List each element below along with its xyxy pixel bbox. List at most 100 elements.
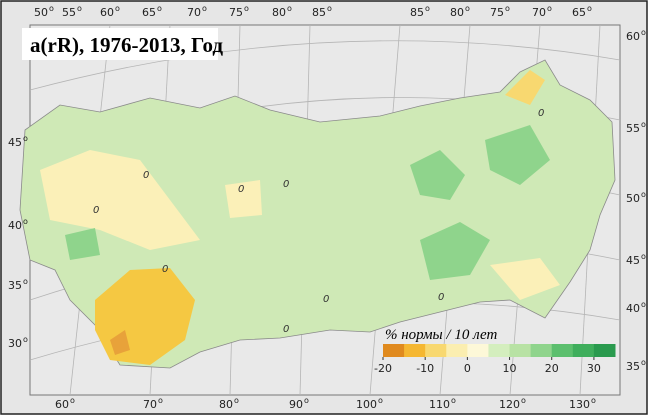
degree-mark: o <box>641 28 646 37</box>
neutral-zone <box>225 180 262 218</box>
coordinate-label: 110 <box>429 398 450 411</box>
coordinate-label: 65 <box>142 6 156 19</box>
legend-tick-label: 30 <box>587 362 601 375</box>
legend-swatch <box>572 344 595 357</box>
coordinate-label: 40 <box>8 219 22 232</box>
coordinate-label: 60 <box>626 30 640 43</box>
degree-mark: o <box>234 396 239 405</box>
coordinate-label: 60 <box>55 398 69 411</box>
neutral-zone <box>40 150 200 250</box>
legend-tick-label: 20 <box>545 362 559 375</box>
degree-mark: o <box>327 4 332 13</box>
positive-trend-zone <box>65 228 100 260</box>
degree-mark: o <box>77 4 82 13</box>
legend-tick-label: 0 <box>464 362 471 375</box>
coordinate-label: 60 <box>100 6 114 19</box>
negative-trend-zone <box>505 70 545 105</box>
legend-tick-label: 10 <box>503 362 517 375</box>
legend-swatch <box>404 344 426 357</box>
negative-trend-zone <box>110 330 130 355</box>
degree-mark: o <box>641 358 646 367</box>
legend-swatch <box>425 344 447 357</box>
contour-label: 0 <box>162 264 168 275</box>
degree-mark: o <box>641 252 646 261</box>
coordinate-label: 120 <box>499 398 520 411</box>
legend-swatch <box>530 344 553 357</box>
coordinate-label: 75 <box>229 6 243 19</box>
coordinate-label: 45 <box>626 254 640 267</box>
degree-mark: o <box>158 396 163 405</box>
legend-swatch <box>446 344 468 357</box>
degree-mark: o <box>157 4 162 13</box>
legend-swatch <box>488 344 511 357</box>
coordinate-label: 130 <box>569 398 590 411</box>
title: a(rR), 1976-2013, Год <box>30 33 223 57</box>
degree-mark: o <box>521 396 526 405</box>
degree-mark: o <box>451 396 456 405</box>
degree-mark: o <box>244 4 249 13</box>
degree-mark: o <box>587 4 592 13</box>
degree-mark: o <box>465 4 470 13</box>
contour-label: 0 <box>238 184 244 195</box>
degree-mark: o <box>115 4 120 13</box>
contour-label: 0 <box>143 170 149 181</box>
coordinate-label: 55 <box>62 6 76 19</box>
degree-mark: o <box>425 4 430 13</box>
coordinate-label: 35 <box>8 279 22 292</box>
coordinate-label: 90 <box>289 398 303 411</box>
coordinate-label: 80 <box>272 6 286 19</box>
contour-label: 0 <box>323 294 329 305</box>
degree-mark: o <box>287 4 292 13</box>
degree-mark: o <box>641 300 646 309</box>
contour-label: 0 <box>283 324 289 335</box>
coordinate-label: 50 <box>626 192 640 205</box>
coordinate-label: 100 <box>356 398 377 411</box>
coordinate-label: 85 <box>312 6 326 19</box>
degree-mark: o <box>505 4 510 13</box>
legend-swatch <box>593 344 616 357</box>
degree-mark: o <box>641 190 646 199</box>
degree-mark: o <box>202 4 207 13</box>
title-box <box>22 28 218 60</box>
coordinate-label: 45 <box>8 136 22 149</box>
degree-mark: o <box>70 396 75 405</box>
legend-swatch <box>509 344 532 357</box>
coordinate-label: 70 <box>532 6 546 19</box>
contour-label: 0 <box>538 108 544 119</box>
positive-trend-zone <box>420 222 490 280</box>
legend-swatch <box>551 344 574 357</box>
neutral-zone <box>490 258 560 300</box>
legend-tick-label: -10 <box>416 362 434 375</box>
coordinate-label: 75 <box>490 6 504 19</box>
coordinate-label: 40 <box>626 302 640 315</box>
contour-label: 0 <box>93 205 99 216</box>
coordinate-label: 70 <box>187 6 201 19</box>
degree-mark: o <box>49 4 54 13</box>
coordinate-label: 55 <box>626 122 640 135</box>
coordinate-label: 70 <box>143 398 157 411</box>
coordinate-label: 30 <box>8 337 22 350</box>
degree-mark: o <box>547 4 552 13</box>
coordinate-label: 65 <box>572 6 586 19</box>
coordinate-label: 35 <box>626 360 640 373</box>
degree-mark: o <box>591 396 596 405</box>
degree-mark: o <box>23 335 28 344</box>
degree-mark: o <box>23 217 28 226</box>
degree-mark: o <box>304 396 309 405</box>
degree-mark: o <box>378 396 383 405</box>
degree-mark: o <box>641 120 646 129</box>
legend-swatch <box>383 344 405 357</box>
legend-swatch <box>467 344 489 357</box>
positive-trend-zone <box>485 125 550 185</box>
coordinate-label: 85 <box>410 6 424 19</box>
coordinate-label: 50 <box>34 6 48 19</box>
degree-mark: o <box>23 277 28 286</box>
coordinate-label: 80 <box>450 6 464 19</box>
degree-mark: o <box>23 134 28 143</box>
contour-label: 0 <box>438 292 444 303</box>
coordinate-label: 80 <box>219 398 233 411</box>
contour-label: 0 <box>283 179 289 190</box>
legend-tick-label: -20 <box>374 362 392 375</box>
legend-title: % нормы / 10 лет <box>385 327 497 343</box>
